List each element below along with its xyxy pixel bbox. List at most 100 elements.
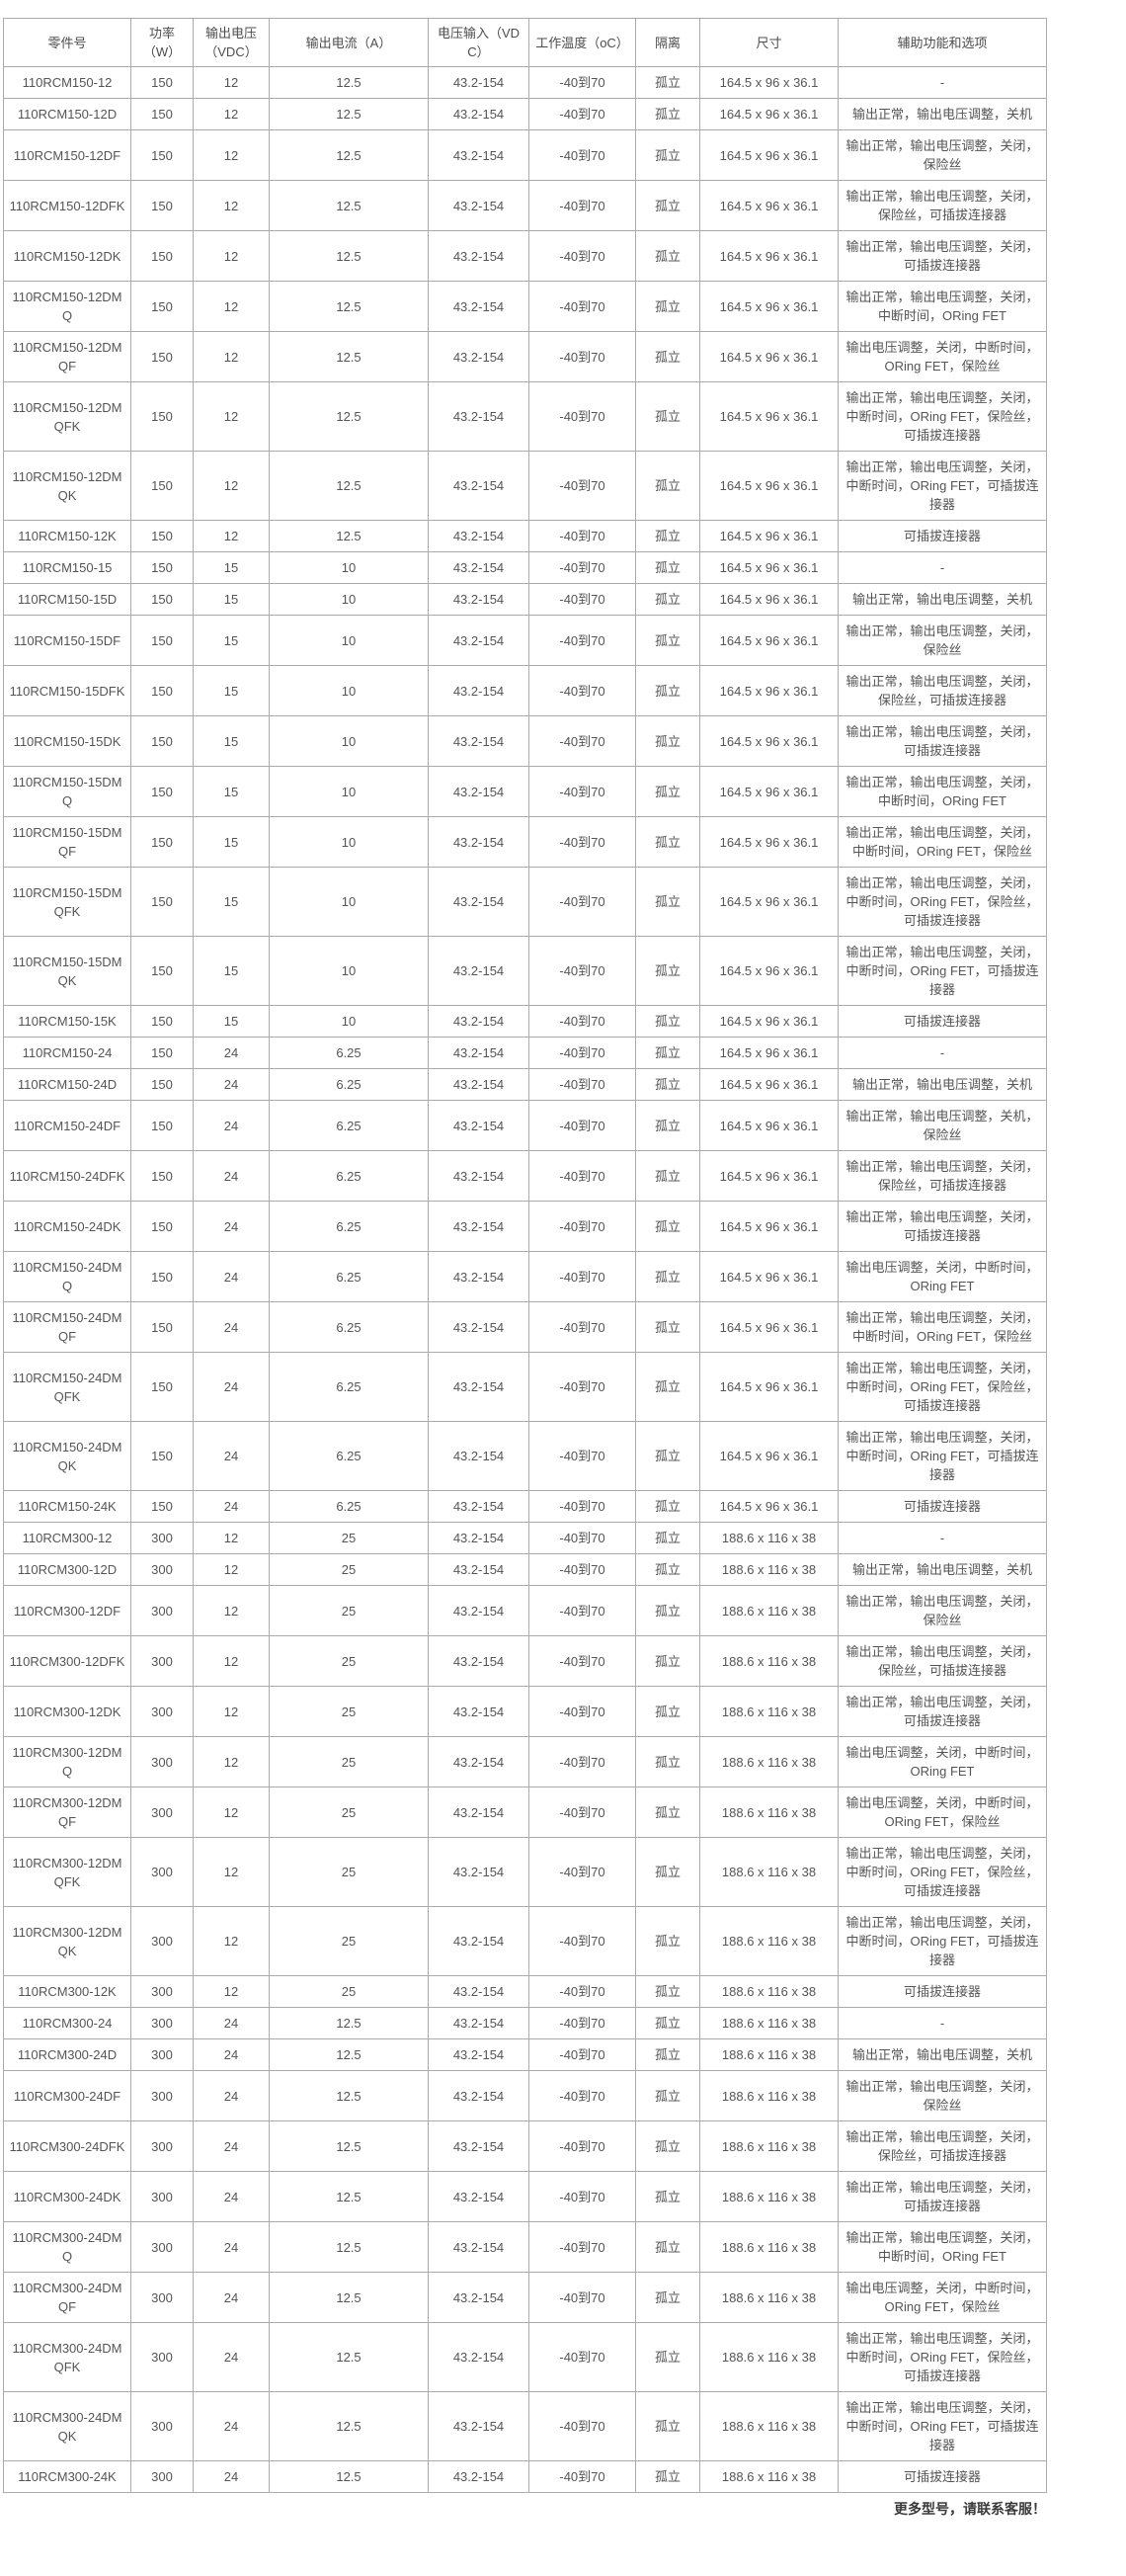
output-current-cell: 10: [269, 583, 429, 616]
output-current-cell: 25: [269, 1686, 429, 1737]
table-row: 110RCM300-24K 300 24 12.5 43.2-154 -40到70 孤立 18…: [3, 2460, 1047, 2493]
dimensions-cell: 164.5 x 96 x 36.1: [699, 1037, 839, 1069]
table-row: 110RCM300-12K 300 12 25 43.2-154 -40到70 孤立 188.…: [3, 1975, 1047, 2008]
dimensions-cell: 188.6 x 116 x 38: [699, 1736, 839, 1787]
aux-options-cell: 输出正常，输出电压调整，关闭，中断时间，ORing FET，保险丝，可插拔连接器: [838, 1352, 1047, 1422]
input-voltage-cell: 43.2-154: [428, 1301, 529, 1353]
isolation-cell: 孤立: [635, 583, 700, 616]
isolation-cell: 孤立: [635, 520, 700, 552]
aux-options-cell: 输出电压调整，关闭，中断时间，ORing FET，保险丝: [838, 331, 1047, 382]
part-number-cell: 110RCM150-24DMQK: [3, 1421, 131, 1491]
part-number-cell: 110RCM150-24DMQF: [3, 1301, 131, 1353]
isolation-cell: 孤立: [635, 2038, 700, 2071]
output-current-cell: 25: [269, 1553, 429, 1586]
table-row: 110RCM300-12DMQK 300 12 25 43.2-154 -40到70 孤立 1…: [3, 1906, 1047, 1976]
dimensions-cell: 188.6 x 116 x 38: [699, 2171, 839, 2222]
column-header-3: 输出电压（VDC）: [193, 18, 270, 67]
aux-options-cell: 输出电压调整，关闭，中断时间，ORing FET: [838, 1251, 1047, 1302]
part-number-cell: 110RCM300-24K: [3, 2460, 131, 2493]
column-header-9: 辅助功能和选项: [838, 18, 1047, 67]
operating-temp-cell: -40到70: [528, 1037, 636, 1069]
input-voltage-cell: 43.2-154: [428, 230, 529, 282]
part-number-cell: 110RCM150-12DMQF: [3, 331, 131, 382]
input-voltage-cell: 43.2-154: [428, 2460, 529, 2493]
power-cell: 150: [130, 936, 194, 1006]
operating-temp-cell: -40到70: [528, 1352, 636, 1422]
dimensions-cell: 164.5 x 96 x 36.1: [699, 331, 839, 382]
operating-temp-cell: -40到70: [528, 1150, 636, 1202]
output-voltage-cell: 24: [193, 1150, 270, 1202]
output-voltage-cell: 15: [193, 867, 270, 937]
power-cell: 150: [130, 816, 194, 868]
table-row: 110RCM150-24D 150 24 6.25 43.2-154 -40到70 孤立 16…: [3, 1068, 1047, 1101]
part-number-cell: 110RCM150-24: [3, 1037, 131, 1069]
part-number-cell: 110RCM150-15K: [3, 1005, 131, 1038]
operating-temp-cell: -40到70: [528, 1635, 636, 1687]
dimensions-cell: 164.5 x 96 x 36.1: [699, 66, 839, 99]
aux-options-cell: 输出正常，输出电压调整，关机: [838, 98, 1047, 130]
dimensions-cell: 188.6 x 116 x 38: [699, 1787, 839, 1838]
output-voltage-cell: 15: [193, 816, 270, 868]
power-cell: 150: [130, 129, 194, 181]
dimensions-cell: 164.5 x 96 x 36.1: [699, 1005, 839, 1038]
aux-options-cell: 输出正常，输出电压调整，关机: [838, 2038, 1047, 2071]
dimensions-cell: 164.5 x 96 x 36.1: [699, 180, 839, 231]
part-number-cell: 110RCM150-15DFK: [3, 665, 131, 716]
output-current-cell: 12.5: [269, 98, 429, 130]
table-row: 110RCM150-15D 150 15 10 43.2-154 -40到70 孤立 164.…: [3, 583, 1047, 616]
isolation-cell: 孤立: [635, 129, 700, 181]
dimensions-cell: 164.5 x 96 x 36.1: [699, 715, 839, 767]
output-current-cell: 12.5: [269, 2171, 429, 2222]
output-voltage-cell: 24: [193, 2007, 270, 2039]
aux-options-cell: 输出正常，输出电压调整，关闭，中断时间，ORing FET，保险丝，可插拔连接器: [838, 381, 1047, 452]
isolation-cell: 孤立: [635, 2322, 700, 2392]
isolation-cell: 孤立: [635, 2070, 700, 2121]
power-cell: 150: [130, 66, 194, 99]
output-current-cell: 10: [269, 936, 429, 1006]
table-row: 110RCM150-15DK 150 15 10 43.2-154 -40到70 孤立 164…: [3, 715, 1047, 767]
output-current-cell: 6.25: [269, 1201, 429, 1252]
dimensions-cell: 188.6 x 116 x 38: [699, 2038, 839, 2071]
output-current-cell: 12.5: [269, 66, 429, 99]
operating-temp-cell: -40到70: [528, 1787, 636, 1838]
isolation-cell: 孤立: [635, 1068, 700, 1101]
table-row: 110RCM300-12DMQF 300 12 25 43.2-154 -40到70 孤立 1…: [3, 1787, 1047, 1838]
operating-temp-cell: -40到70: [528, 1585, 636, 1636]
output-current-cell: 6.25: [269, 1251, 429, 1302]
input-voltage-cell: 43.2-154: [428, 615, 529, 666]
input-voltage-cell: 43.2-154: [428, 2007, 529, 2039]
output-voltage-cell: 12: [193, 1906, 270, 1976]
input-voltage-cell: 43.2-154: [428, 2322, 529, 2392]
dimensions-cell: 188.6 x 116 x 38: [699, 2322, 839, 2392]
isolation-cell: 孤立: [635, 2272, 700, 2323]
output-current-cell: 12.5: [269, 2272, 429, 2323]
dimensions-cell: 188.6 x 116 x 38: [699, 2221, 839, 2273]
input-voltage-cell: 43.2-154: [428, 1522, 529, 1554]
power-cell: 300: [130, 2460, 194, 2493]
output-current-cell: 12.5: [269, 281, 429, 332]
output-current-cell: 12.5: [269, 2460, 429, 2493]
output-voltage-cell: 12: [193, 281, 270, 332]
power-cell: 300: [130, 2070, 194, 2121]
operating-temp-cell: -40到70: [528, 936, 636, 1006]
aux-options-cell: -: [838, 66, 1047, 99]
output-voltage-cell: 24: [193, 1352, 270, 1422]
table-row: 110RCM150-15DF 150 15 10 43.2-154 -40到70 孤立 164…: [3, 615, 1047, 666]
dimensions-cell: 164.5 x 96 x 36.1: [699, 1301, 839, 1353]
output-current-cell: 10: [269, 766, 429, 817]
table-row: 110RCM150-12DMQFK 150 12 12.5 43.2-154 -40到70…: [3, 381, 1047, 452]
isolation-cell: 孤立: [635, 1352, 700, 1422]
column-header-2: 功率（W）: [130, 18, 194, 67]
output-voltage-cell: 12: [193, 331, 270, 382]
part-number-cell: 110RCM300-12DK: [3, 1686, 131, 1737]
output-current-cell: 10: [269, 715, 429, 767]
isolation-cell: 孤立: [635, 2007, 700, 2039]
dimensions-cell: 164.5 x 96 x 36.1: [699, 1068, 839, 1101]
isolation-cell: 孤立: [635, 715, 700, 767]
part-number-cell: 110RCM150-24DFK: [3, 1150, 131, 1202]
output-voltage-cell: 12: [193, 66, 270, 99]
power-cell: 150: [130, 715, 194, 767]
output-current-cell: 25: [269, 1787, 429, 1838]
power-cell: 150: [130, 1150, 194, 1202]
aux-options-cell: 输出正常，输出电压调整，关机，保险丝: [838, 1100, 1047, 1151]
